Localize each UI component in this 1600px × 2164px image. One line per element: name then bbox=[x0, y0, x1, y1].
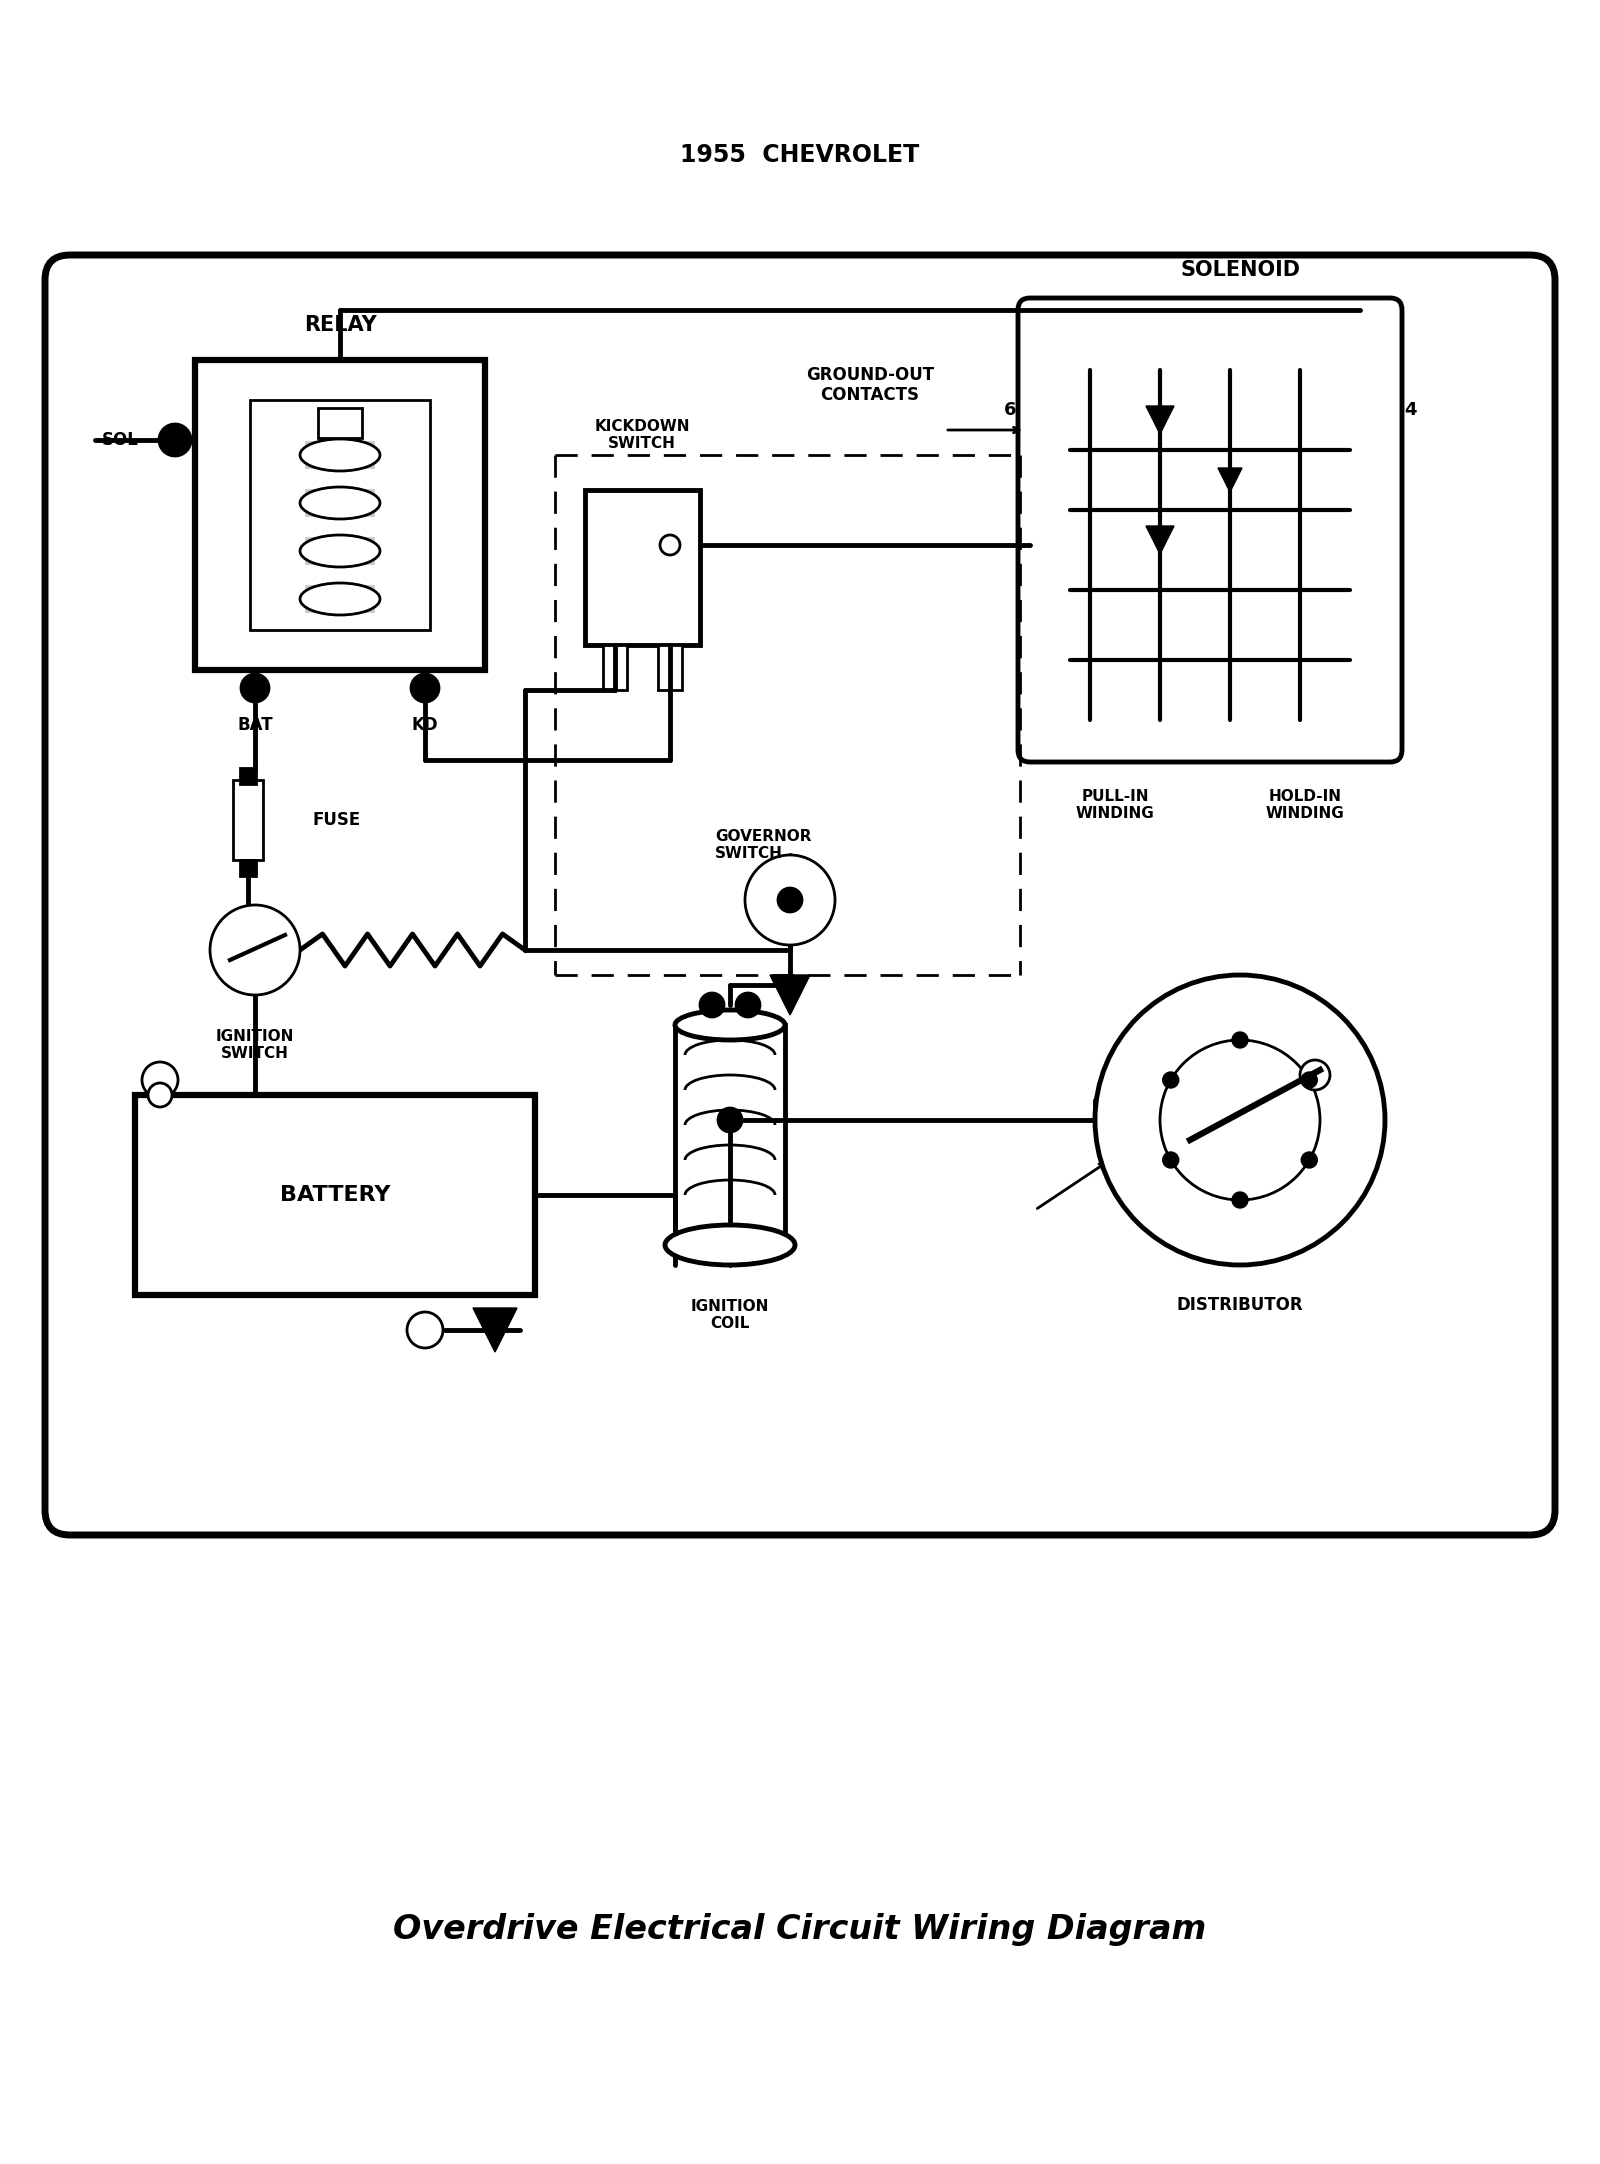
Ellipse shape bbox=[675, 1011, 786, 1041]
Bar bbox=[306, 537, 374, 565]
Text: IGNITION
COIL: IGNITION COIL bbox=[691, 1298, 770, 1331]
Circle shape bbox=[147, 1082, 173, 1108]
Circle shape bbox=[778, 887, 802, 911]
Circle shape bbox=[242, 673, 269, 701]
Text: 1955  CHEVROLET: 1955 CHEVROLET bbox=[680, 143, 920, 167]
Circle shape bbox=[158, 424, 190, 457]
Text: Overdrive Electrical Circuit Wiring Diagram: Overdrive Electrical Circuit Wiring Diag… bbox=[394, 1913, 1206, 1945]
Text: HOLD-IN
WINDING: HOLD-IN WINDING bbox=[1266, 790, 1344, 820]
Circle shape bbox=[661, 535, 680, 554]
Bar bbox=[134, 1095, 534, 1294]
Polygon shape bbox=[1218, 467, 1242, 491]
Circle shape bbox=[1301, 1071, 1317, 1088]
Bar bbox=[240, 768, 256, 783]
Circle shape bbox=[736, 993, 760, 1017]
Bar bbox=[675, 1026, 786, 1244]
Text: IGNITION
SWITCH: IGNITION SWITCH bbox=[216, 1028, 294, 1060]
Text: GROUND-OUT
CONTACTS: GROUND-OUT CONTACTS bbox=[806, 366, 934, 405]
Bar bbox=[240, 859, 256, 876]
Circle shape bbox=[718, 1108, 742, 1132]
Ellipse shape bbox=[301, 535, 381, 567]
Bar bbox=[318, 409, 362, 437]
Circle shape bbox=[701, 993, 723, 1017]
Circle shape bbox=[406, 1311, 443, 1348]
Ellipse shape bbox=[301, 487, 381, 519]
Text: FUSE: FUSE bbox=[314, 812, 362, 829]
Bar bbox=[250, 400, 430, 630]
Text: 4: 4 bbox=[1403, 400, 1416, 420]
Circle shape bbox=[1163, 1151, 1179, 1169]
Text: DISTRIBUTOR: DISTRIBUTOR bbox=[1176, 1296, 1304, 1314]
Circle shape bbox=[1301, 1151, 1317, 1169]
Text: SOL: SOL bbox=[101, 431, 139, 448]
Text: BATTERY: BATTERY bbox=[280, 1186, 390, 1205]
Circle shape bbox=[1232, 1192, 1248, 1208]
Bar bbox=[306, 441, 374, 470]
Circle shape bbox=[142, 1063, 178, 1097]
Circle shape bbox=[1094, 976, 1386, 1266]
Bar bbox=[603, 645, 627, 690]
Ellipse shape bbox=[301, 582, 381, 615]
Text: 6: 6 bbox=[1003, 400, 1016, 420]
Circle shape bbox=[1232, 1032, 1248, 1047]
Polygon shape bbox=[770, 976, 810, 1015]
Bar bbox=[234, 779, 262, 859]
Text: KICKDOWN
SWITCH: KICKDOWN SWITCH bbox=[594, 420, 690, 452]
Circle shape bbox=[1299, 1060, 1330, 1091]
FancyBboxPatch shape bbox=[1018, 299, 1402, 762]
Text: KD: KD bbox=[411, 716, 438, 734]
Bar bbox=[658, 645, 682, 690]
Bar bbox=[195, 359, 485, 671]
Bar bbox=[586, 489, 701, 645]
Ellipse shape bbox=[301, 439, 381, 472]
Polygon shape bbox=[1146, 526, 1174, 554]
Text: SOLENOID: SOLENOID bbox=[1181, 260, 1299, 279]
Text: BAT: BAT bbox=[237, 716, 274, 734]
Text: RELAY: RELAY bbox=[304, 316, 376, 335]
FancyBboxPatch shape bbox=[45, 255, 1555, 1534]
Text: PULL-IN
WINDING: PULL-IN WINDING bbox=[1075, 790, 1154, 820]
Circle shape bbox=[411, 673, 438, 701]
Circle shape bbox=[1160, 1041, 1320, 1201]
Circle shape bbox=[1163, 1071, 1179, 1088]
Polygon shape bbox=[474, 1307, 517, 1352]
Circle shape bbox=[210, 905, 301, 995]
Bar bbox=[306, 584, 374, 612]
Polygon shape bbox=[1146, 407, 1174, 435]
Ellipse shape bbox=[666, 1225, 795, 1266]
Text: GOVERNOR
SWITCH: GOVERNOR SWITCH bbox=[715, 829, 811, 861]
Bar bbox=[306, 489, 374, 517]
Circle shape bbox=[746, 855, 835, 946]
